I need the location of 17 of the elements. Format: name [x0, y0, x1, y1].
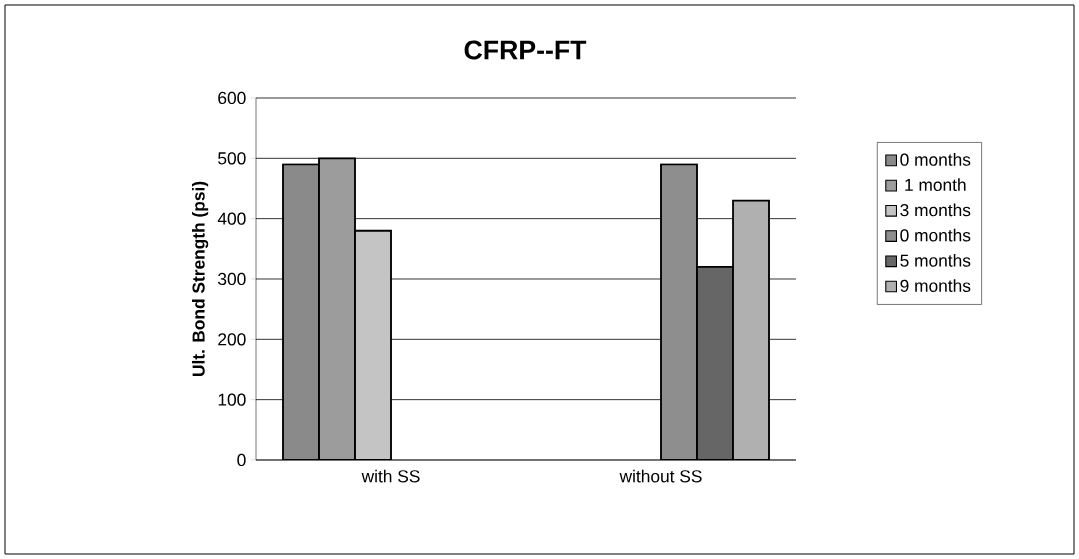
y-tick-label: 500 — [218, 152, 246, 165]
y-tick-label: 0 — [237, 453, 246, 467]
legend-label: 1 month — [905, 178, 966, 192]
chart-title: CFRP--FT — [464, 40, 587, 60]
legend-label: 0 months — [900, 228, 971, 242]
legend-label: 0 months — [900, 153, 971, 166]
y-tick-label: 100 — [218, 393, 246, 406]
y-tick-label: 200 — [218, 333, 246, 346]
y-axis-title: Ult. Bond Strength (psi) — [191, 181, 209, 376]
x-tick-label: with SS — [361, 469, 420, 483]
legend-label: 3 months — [900, 203, 971, 217]
y-tick-label: 300 — [218, 272, 246, 286]
legend-label: 9 months — [900, 279, 971, 292]
x-tick-label: without SS — [619, 469, 702, 483]
y-tick-label: 400 — [217, 212, 246, 225]
y-tick-label: 600 — [218, 91, 246, 105]
legend-label: 5 months — [900, 253, 971, 267]
